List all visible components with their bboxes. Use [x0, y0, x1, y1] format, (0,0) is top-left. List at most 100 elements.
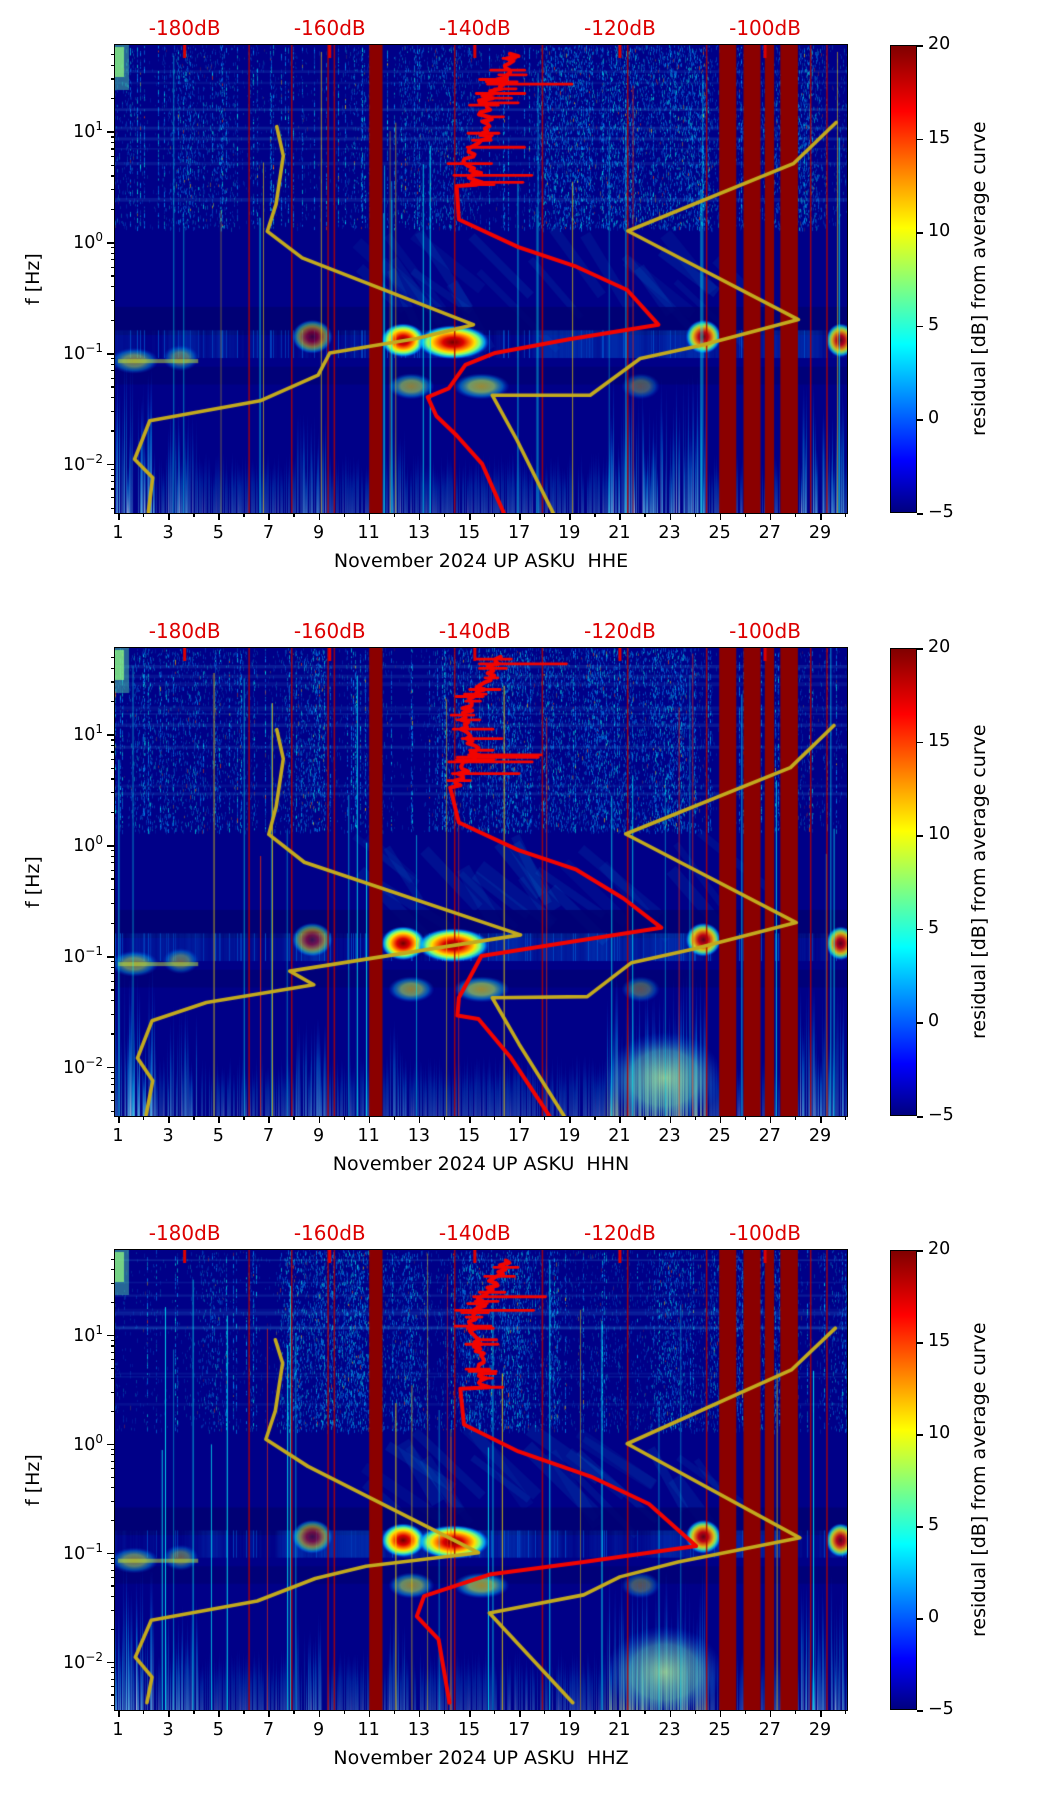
y-minor-tick — [110, 700, 115, 703]
x-minor-tick — [594, 1116, 596, 1120]
x-major-tick — [418, 513, 421, 520]
top-axis-label: -120dB — [584, 619, 656, 643]
colorbar-tick — [917, 513, 923, 515]
x-major-tick — [819, 1116, 822, 1123]
x-major-tick — [418, 1710, 421, 1717]
x-minor-tick — [845, 1116, 847, 1120]
top-axis-label: -140dB — [438, 16, 511, 40]
y-minor-tick — [110, 961, 115, 963]
y-tick-label: 10−1 — [63, 340, 103, 364]
y-minor-tick — [110, 1301, 115, 1304]
colorbar-tick-label: 0 — [928, 1607, 940, 1627]
y-major-tick — [107, 1552, 115, 1555]
colorbar-label: residual [dB] from average curve — [968, 121, 990, 437]
x-major-tick — [769, 1116, 772, 1123]
y-minor-tick — [110, 136, 115, 138]
y-minor-tick — [110, 1100, 115, 1102]
x-minor-tick — [744, 1710, 747, 1714]
x-tick-label: 21 — [608, 1720, 631, 1740]
x-tick-label: 13 — [407, 1720, 430, 1740]
x-major-tick — [318, 513, 321, 520]
colorbar-label: residual [dB] from average curve — [968, 1322, 990, 1638]
y-minor-tick — [110, 973, 115, 975]
x-major-tick — [819, 1710, 822, 1717]
x-tick-label: 27 — [758, 523, 781, 543]
x-minor-tick — [644, 1710, 646, 1714]
x-minor-tick — [343, 1710, 345, 1714]
x-minor-tick — [845, 513, 847, 517]
y-minor-tick — [110, 1282, 115, 1284]
y-tick-label: 10−1 — [63, 1540, 103, 1564]
x-tick-label: 23 — [658, 1126, 681, 1146]
y-minor-tick — [110, 430, 115, 432]
y-minor-tick — [110, 751, 115, 753]
x-minor-tick — [694, 1116, 696, 1120]
y-minor-tick — [110, 363, 115, 365]
colorbar-tick-label: −5 — [928, 1105, 954, 1125]
y-tick-label: 10−2 — [63, 451, 103, 475]
x-tick-label: 15 — [457, 1720, 481, 1740]
y-minor-tick — [110, 1487, 115, 1489]
y-minor-tick — [110, 1358, 115, 1361]
x-tick-label: 3 — [162, 1126, 174, 1146]
x-tick-label: 13 — [407, 1126, 430, 1146]
y-minor-tick — [110, 989, 115, 991]
colorbar-tick — [917, 1250, 923, 1252]
x-tick-label: 7 — [262, 1126, 274, 1146]
x-major-tick — [519, 1116, 521, 1123]
x-minor-tick — [443, 1116, 446, 1120]
y-minor-tick — [110, 1000, 115, 1002]
colorbar-tick-label: −5 — [928, 1699, 954, 1719]
y-minor-tick — [110, 739, 115, 741]
x-major-tick — [368, 1710, 371, 1717]
colorbar — [890, 1250, 917, 1710]
y-minor-tick — [110, 869, 115, 871]
y-minor-tick — [110, 966, 115, 968]
colorbar — [890, 648, 917, 1116]
colorbar-tick — [917, 835, 923, 837]
y-tick-label: 100 — [73, 1431, 103, 1455]
y-minor-tick — [110, 850, 115, 852]
x-tick-label: 29 — [808, 1720, 832, 1740]
y-minor-tick — [110, 1258, 115, 1260]
x-major-tick — [569, 1710, 571, 1717]
y-minor-tick — [110, 758, 115, 761]
x-tick-label: 7 — [262, 523, 274, 543]
x-minor-tick — [845, 1710, 847, 1714]
x-minor-tick — [393, 513, 396, 517]
x-minor-tick — [243, 1710, 245, 1714]
y-minor-tick — [110, 1672, 115, 1674]
x-tick-label: 19 — [558, 1720, 581, 1740]
y-tick-label: 100 — [73, 230, 103, 253]
y-minor-tick — [110, 175, 115, 177]
colorbar-tick-label: 20 — [928, 34, 951, 54]
x-major-tick — [168, 513, 170, 520]
y-minor-tick — [110, 878, 115, 880]
y-major-tick — [107, 734, 115, 736]
y-minor-tick — [110, 266, 115, 268]
y-minor-tick — [110, 1367, 115, 1369]
x-major-tick — [519, 513, 521, 520]
top-axis-label: -160dB — [293, 16, 366, 40]
y-major-tick — [107, 1066, 115, 1069]
top-axis-label: -120dB — [584, 16, 656, 40]
y-major-tick — [107, 1443, 115, 1446]
y-minor-tick — [110, 358, 115, 360]
x-major-tick — [569, 513, 571, 520]
x-major-tick — [368, 513, 371, 520]
y-minor-tick — [110, 1448, 115, 1450]
top-axis-label: -120dB — [584, 1221, 656, 1245]
colorbar-tick — [917, 1342, 923, 1344]
x-minor-tick — [293, 1710, 295, 1714]
y-minor-tick — [110, 370, 115, 372]
y-minor-tick — [110, 377, 115, 379]
top-axis-label: -180dB — [148, 1221, 221, 1245]
x-major-tick — [268, 1710, 270, 1717]
x-minor-tick — [594, 1710, 596, 1714]
y-minor-tick — [110, 397, 115, 399]
x-tick-label: 5 — [212, 1720, 224, 1740]
colorbar — [890, 45, 917, 513]
y-minor-tick — [110, 64, 115, 66]
spectrogram-canvas-hhe — [115, 45, 847, 513]
